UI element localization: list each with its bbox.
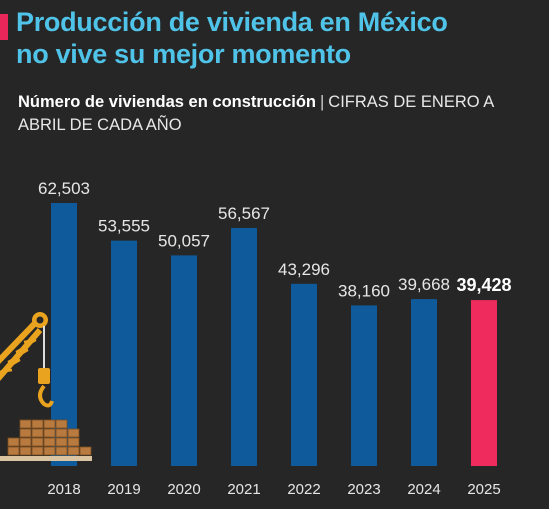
brick <box>31 437 44 447</box>
value-label-2025: 39,428 <box>456 275 511 295</box>
category-label-2021: 2021 <box>227 481 260 498</box>
subtitle-separator: | <box>320 93 325 111</box>
category-label-2024: 2024 <box>407 481 440 498</box>
crane-icon <box>0 312 54 408</box>
brick <box>19 428 32 438</box>
brick <box>55 437 68 447</box>
category-label-2025: 2025 <box>467 481 500 498</box>
pallet <box>0 456 92 461</box>
brick <box>43 437 56 447</box>
brick <box>43 419 56 429</box>
crane-illustration-icon <box>0 312 92 461</box>
brick <box>19 437 32 447</box>
brick <box>79 446 92 456</box>
value-label-2023: 38,160 <box>338 281 390 300</box>
category-label-2018: 2018 <box>47 481 80 498</box>
brick <box>55 446 68 456</box>
bar-2021 <box>231 227 257 466</box>
brick <box>31 419 44 429</box>
brick <box>67 437 80 447</box>
category-label-2019: 2019 <box>107 481 140 498</box>
accent-bar <box>0 14 8 40</box>
brick <box>31 446 44 456</box>
brick <box>7 446 20 456</box>
bricks-icon <box>0 419 92 461</box>
brick <box>67 446 80 456</box>
value-label-2021: 56,567 <box>218 204 270 223</box>
brick <box>55 419 68 429</box>
brick <box>31 428 44 438</box>
chart-subtitle: Número de viviendas en construcción | CIFR… <box>18 91 528 137</box>
subtitle-bold: Número de viviendas en construcción <box>18 93 316 111</box>
bar-2020 <box>171 255 197 466</box>
value-label-2020: 50,057 <box>158 231 210 250</box>
brick <box>55 428 68 438</box>
value-label-2018: 62,503 <box>38 179 90 198</box>
headline-line-1: Producción de vivienda en México <box>16 7 448 37</box>
category-label-2020: 2020 <box>167 481 200 498</box>
brick <box>7 437 20 447</box>
bar-2019 <box>111 240 137 466</box>
bar-2024 <box>411 299 437 466</box>
brick <box>67 428 80 438</box>
bar-2025 <box>471 300 497 466</box>
category-label-2022: 2022 <box>287 481 320 498</box>
value-label-2024: 39,668 <box>398 275 450 294</box>
headline: Producción de vivienda en México no vive… <box>16 6 536 70</box>
brick <box>43 446 56 456</box>
brick <box>19 446 32 456</box>
bar-2022 <box>291 283 317 466</box>
subtitle-rest: CIFRAS DE ENERO A ABRIL DE CADA AÑO <box>18 93 494 134</box>
bar-2023 <box>351 305 377 466</box>
brick <box>19 419 32 429</box>
brick <box>43 428 56 438</box>
value-label-2022: 43,296 <box>278 260 330 279</box>
category-label-2023: 2023 <box>347 481 380 498</box>
headline-line-2: no vive su mejor momento <box>16 39 351 69</box>
value-label-2019: 53,555 <box>98 217 150 236</box>
